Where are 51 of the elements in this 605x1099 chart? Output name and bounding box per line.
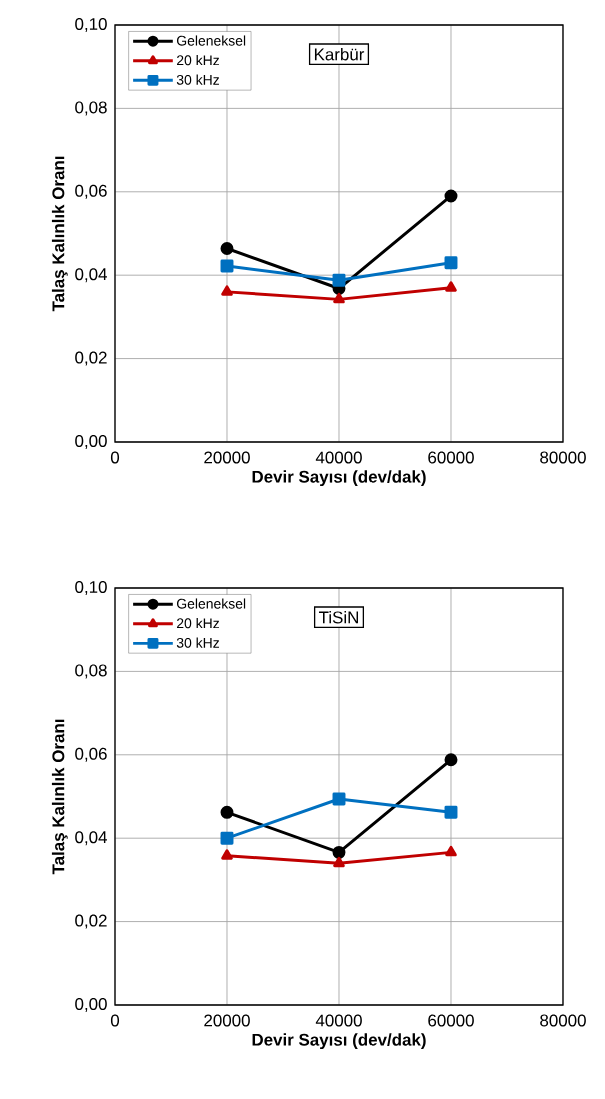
point: [221, 849, 233, 860]
point: [220, 805, 234, 819]
point: [333, 856, 345, 868]
point: [332, 273, 346, 287]
point: [445, 845, 457, 857]
x-tick-label: 0: [110, 1014, 120, 1027]
x-tick-label: 60000: [428, 1014, 474, 1027]
point: [333, 292, 345, 304]
point: [221, 285, 233, 296]
x-tick-label: 20000: [204, 1014, 250, 1027]
point: [445, 281, 457, 292]
x-tick-label: 80000: [540, 451, 586, 464]
x-tick-label: 60000: [428, 451, 474, 464]
y-tick-label: 0,04: [75, 268, 107, 283]
y-tick-label: 0,10: [75, 580, 107, 595]
y-tick-label: 0,00: [75, 434, 107, 449]
y-tick-label: 0,02: [75, 351, 107, 366]
point: [220, 831, 234, 845]
legend-label: 30 kHz: [176, 637, 219, 648]
y-tick-label: 0,00: [75, 997, 107, 1012]
y-tick-label: 0,08: [75, 664, 107, 679]
y-tick-label: 0,04: [75, 831, 107, 846]
legend-label: 20 kHz: [177, 55, 219, 66]
point: [444, 753, 458, 767]
x-tick-label: 40000: [315, 451, 362, 464]
point: [332, 845, 346, 859]
point: [444, 805, 458, 819]
y-tick-label: 0,10: [75, 17, 107, 32]
legend-label: 20 kHz: [177, 618, 219, 629]
x-axis-title: Devir Sayısı (dev/dak): [252, 1033, 426, 1050]
point: [220, 259, 234, 273]
point: [332, 792, 346, 806]
x-axis-title: Devir Sayısı (dev/dak): [252, 470, 426, 487]
annotation: Karbür: [314, 47, 365, 61]
y-axis-title: Talaş Kalınlık Oranı: [51, 719, 68, 875]
point: [444, 256, 458, 270]
legend-label: Geleneksel: [177, 35, 246, 46]
annotation: TiSiN: [318, 610, 358, 624]
y-axis-title: Talaş Kalınlık Oranı: [51, 156, 68, 312]
y-tick-label: 0,06: [75, 747, 107, 762]
point: [220, 242, 234, 255]
x-tick-label: 0: [110, 451, 120, 464]
x-tick-label: 80000: [540, 1014, 586, 1027]
legend-label: Geleneksel: [177, 598, 246, 609]
point: [444, 189, 458, 203]
y-tick-label: 0,02: [75, 914, 107, 929]
y-tick-label: 0,06: [75, 184, 107, 199]
y-tick-label: 0,08: [75, 101, 107, 116]
x-tick-label: 20000: [204, 451, 250, 464]
x-tick-label: 40000: [315, 1014, 362, 1027]
legend-label: 30 kHz: [176, 74, 219, 85]
